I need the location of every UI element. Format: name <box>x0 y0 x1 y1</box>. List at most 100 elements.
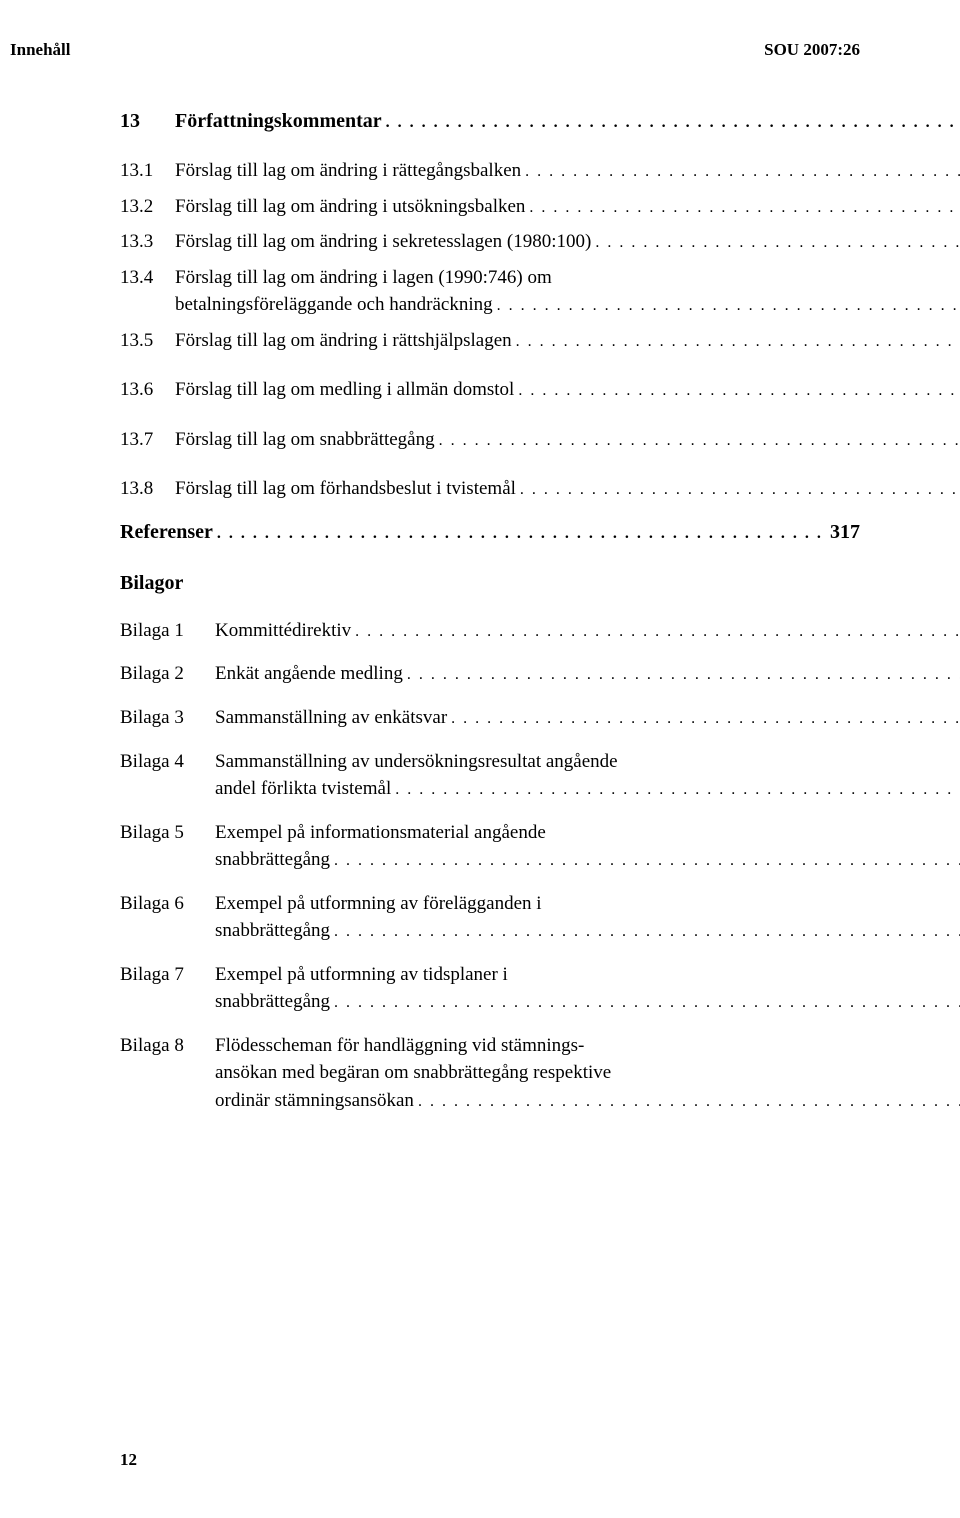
footer-page-number: 12 <box>120 1450 137 1470</box>
entry-number: 13.1 <box>120 157 175 185</box>
toc-entry: 13.8Förslag till lag om förhandsbeslut i… <box>120 475 860 503</box>
bilaga-text: snabbrättegång <box>215 988 330 1016</box>
referenser-page: 317 <box>830 521 860 544</box>
bilaga-label: Bilaga 3 <box>120 704 215 732</box>
bilaga-label: Bilaga 7 <box>120 961 215 989</box>
bilaga-entry: Bilaga 8Flödesscheman för handläggning v… <box>120 1032 860 1115</box>
bilaga-content: Enkät angående medling. . . . . . . . . … <box>215 660 960 688</box>
bilaga-content: Sammanställning av undersökningsresultat… <box>215 748 960 803</box>
entry-text: Förslag till lag om ändring i utsöknings… <box>175 193 525 221</box>
chapter-heading: 13 Författningskommentar . . . . . . . .… <box>120 110 860 133</box>
leader-dots: . . . . . . . . . . . . . . . . . . . . … <box>395 778 960 801</box>
bilaga-entry: Bilaga 1Kommittédirektiv. . . . . . . . … <box>120 617 860 645</box>
referenser-title: Referenser <box>120 521 213 544</box>
bilaga-text: Flödesscheman för handläggning vid stämn… <box>215 1032 584 1060</box>
bilaga-content: Exempel på utformning av förelägganden i… <box>215 890 960 945</box>
bilaga-entry: Bilaga 2Enkät angående medling. . . . . … <box>120 660 860 688</box>
toc-entries: 13.1Förslag till lag om ändring i rätteg… <box>120 157 860 503</box>
bilaga-text: Exempel på informationsmaterial angående <box>215 819 546 847</box>
bilaga-text: andel förlikta tvistemål <box>215 775 391 803</box>
bilaga-text: ansökan med begäran om snabbrättegång re… <box>215 1059 611 1087</box>
bilaga-text: Sammanställning av undersökningsresultat… <box>215 748 618 776</box>
bilaga-text: Enkät angående medling <box>215 660 403 688</box>
bilaga-label: Bilaga 5 <box>120 819 215 847</box>
leader-dots: . . . . . . . . . . . . . . . . . . . . … <box>520 478 960 501</box>
entry-content: Förslag till lag om ändring i rättegångs… <box>175 157 960 185</box>
bilaga-text: Exempel på utformning av förelägganden i <box>215 890 542 918</box>
leader-dots: . . . . . . . . . . . . . . . . . . . . … <box>217 525 826 543</box>
bilaga-entry: Bilaga 6Exempel på utformning av föreläg… <box>120 890 860 945</box>
leader-dots: . . . . . . . . . . . . . . . . . . . . … <box>529 196 960 219</box>
entry-content: Förslag till lag om medling i allmän dom… <box>175 376 960 404</box>
header-left: Innehåll <box>10 40 70 60</box>
bilaga-label: Bilaga 8 <box>120 1032 215 1060</box>
bilaga-label: Bilaga 1 <box>120 617 215 645</box>
leader-dots: . . . . . . . . . . . . . . . . . . . . … <box>407 663 960 686</box>
entry-number: 13.8 <box>120 475 175 503</box>
entry-content: Förslag till lag om ändring i sekretessl… <box>175 228 960 256</box>
toc-entry: 13.1Förslag till lag om ändring i rätteg… <box>120 157 860 185</box>
bilaga-content: Kommittédirektiv. . . . . . . . . . . . … <box>215 617 960 645</box>
bilaga-text: Kommittédirektiv <box>215 617 351 645</box>
toc-entry: 13.2Förslag till lag om ändring i utsökn… <box>120 193 860 221</box>
bilaga-text: snabbrättegång <box>215 917 330 945</box>
bilaga-label: Bilaga 2 <box>120 660 215 688</box>
toc-entry: 13.7Förslag till lag om snabbrättegång. … <box>120 426 860 454</box>
bilaga-label: Bilaga 6 <box>120 890 215 918</box>
entry-text: Förslag till lag om medling i allmän dom… <box>175 376 514 404</box>
chapter-number: 13 <box>120 110 175 133</box>
entry-number: 13.3 <box>120 228 175 256</box>
bilaga-text: Sammanställning av enkätsvar <box>215 704 447 732</box>
entry-text: Förslag till lag om snabbrättegång <box>175 426 435 454</box>
entry-content: Förslag till lag om ändring i rättshjälp… <box>175 327 960 355</box>
bilaga-entry: Bilaga 4Sammanställning av undersöknings… <box>120 748 860 803</box>
toc-entry: 13.5Förslag till lag om ändring i rättsh… <box>120 327 860 355</box>
leader-dots: . . . . . . . . . . . . . . . . . . . . … <box>334 849 960 872</box>
entry-text: Förslag till lag om ändring i lagen (199… <box>175 264 552 292</box>
section-gap <box>120 412 860 426</box>
bilagor-heading: Bilagor <box>120 572 860 595</box>
leader-dots: . . . . . . . . . . . . . . . . . . . . … <box>451 707 960 730</box>
bilaga-content: Exempel på utformning av tidsplaner isna… <box>215 961 960 1016</box>
bilaga-entry: Bilaga 3Sammanställning av enkätsvar. . … <box>120 704 860 732</box>
entry-number: 13.7 <box>120 426 175 454</box>
leader-dots: . . . . . . . . . . . . . . . . . . . . … <box>334 920 960 943</box>
leader-dots: . . . . . . . . . . . . . . . . . . . . … <box>518 379 960 402</box>
entry-content: Förslag till lag om ändring i lagen (199… <box>175 264 960 319</box>
entry-number: 13.6 <box>120 376 175 404</box>
toc-entry: 13.3Förslag till lag om ändring i sekret… <box>120 228 860 256</box>
leader-dots: . . . . . . . . . . . . . . . . . . . . … <box>334 991 960 1014</box>
header-right: SOU 2007:26 <box>764 40 860 60</box>
section-gap <box>120 362 860 376</box>
leader-dots: . . . . . . . . . . . . . . . . . . . . … <box>355 620 960 643</box>
toc-entry: 13.6Förslag till lag om medling i allmän… <box>120 376 860 404</box>
bilaga-content: Exempel på informationsmaterial angående… <box>215 819 960 874</box>
entry-text: Förslag till lag om ändring i rättegångs… <box>175 157 521 185</box>
chapter-title: Författningskommentar <box>175 110 382 133</box>
section-gap <box>120 461 860 475</box>
entry-number: 13.4 <box>120 264 175 292</box>
entry-content: Förslag till lag om förhandsbeslut i tvi… <box>175 475 960 503</box>
entry-number: 13.2 <box>120 193 175 221</box>
bilaga-content: Flödesscheman för handläggning vid stämn… <box>215 1032 960 1115</box>
bilaga-text: snabbrättegång <box>215 846 330 874</box>
entry-text: betalningsföreläggande och handräckning <box>175 291 493 319</box>
entry-number: 13.5 <box>120 327 175 355</box>
entry-text: Förslag till lag om ändring i sekretessl… <box>175 228 591 256</box>
leader-dots: . . . . . . . . . . . . . . . . . . . . … <box>516 330 960 353</box>
bilagor-entries: Bilaga 1Kommittédirektiv. . . . . . . . … <box>120 617 860 1115</box>
leader-dots: . . . . . . . . . . . . . . . . . . . . … <box>386 114 960 132</box>
leader-dots: . . . . . . . . . . . . . . . . . . . . … <box>595 231 960 254</box>
toc-entry: 13.4Förslag till lag om ändring i lagen … <box>120 264 860 319</box>
entry-text: Förslag till lag om förhandsbeslut i tvi… <box>175 475 516 503</box>
bilaga-content: Sammanställning av enkätsvar. . . . . . … <box>215 704 960 732</box>
bilaga-text: Exempel på utformning av tidsplaner i <box>215 961 508 989</box>
page-header: Innehåll SOU 2007:26 <box>120 40 860 60</box>
leader-dots: . . . . . . . . . . . . . . . . . . . . … <box>497 294 960 317</box>
entry-text: Förslag till lag om ändring i rättshjälp… <box>175 327 512 355</box>
leader-dots: . . . . . . . . . . . . . . . . . . . . … <box>418 1090 960 1113</box>
bilaga-entry: Bilaga 5Exempel på informationsmaterial … <box>120 819 860 874</box>
leader-dots: . . . . . . . . . . . . . . . . . . . . … <box>439 429 960 452</box>
bilaga-label: Bilaga 4 <box>120 748 215 776</box>
entry-content: Förslag till lag om ändring i utsöknings… <box>175 193 960 221</box>
